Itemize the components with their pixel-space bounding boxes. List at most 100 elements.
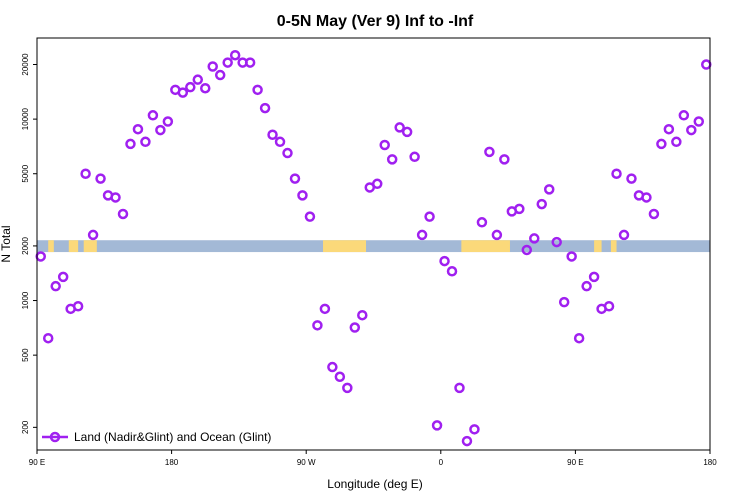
data-point — [454, 382, 465, 394]
data-point — [626, 173, 637, 184]
y-tick-label: 2000 — [21, 236, 30, 254]
data-point — [379, 139, 390, 151]
data-point — [543, 184, 555, 195]
data-point — [529, 233, 540, 244]
data-point — [259, 102, 271, 114]
data-point — [469, 424, 480, 435]
land-segment — [48, 240, 54, 253]
data-point — [192, 74, 204, 85]
x-axis-label: Longitude (deg E) — [327, 477, 422, 491]
x-tick-label: 90 E — [29, 458, 45, 467]
data-point — [603, 301, 615, 312]
data-point — [222, 57, 233, 68]
data-point — [125, 138, 136, 150]
x-axis: 90 E 180 90 W 0 90 E 180 — [29, 450, 717, 467]
data-point — [461, 435, 473, 447]
data-point — [648, 208, 660, 220]
chart-title: 0-5N May (Ver 9) Inf to -Inf — [277, 13, 474, 30]
data-point — [558, 296, 570, 308]
data-point — [566, 251, 577, 262]
data-point — [274, 136, 286, 148]
data-point — [521, 244, 533, 256]
data-point — [229, 49, 241, 61]
data-point — [50, 280, 61, 292]
data-point — [42, 332, 54, 344]
x-tick-label: 0 — [439, 458, 444, 467]
data-point — [416, 229, 428, 241]
data-point — [312, 320, 323, 331]
data-point — [282, 147, 293, 159]
land-segment — [68, 240, 79, 253]
data-point — [701, 59, 712, 70]
data-point — [514, 203, 525, 215]
data-point — [297, 190, 308, 201]
data-point — [155, 124, 166, 136]
data-point — [611, 168, 622, 179]
data-point — [140, 136, 151, 148]
legend: Land (Nadir&Glint) and Ocean (Glint) — [42, 430, 271, 444]
data-point — [618, 229, 630, 241]
data-point — [678, 110, 690, 121]
data-point — [656, 138, 667, 150]
data-point — [342, 382, 353, 394]
data-point — [431, 420, 443, 431]
x-tick-label: 180 — [703, 458, 717, 467]
land-segment — [594, 240, 602, 253]
y-tick-label: 5000 — [21, 164, 30, 182]
data-point — [319, 303, 331, 315]
data-point — [327, 361, 338, 373]
data-point — [117, 208, 129, 220]
data-point — [371, 178, 383, 190]
y-tick-label: 1000 — [21, 291, 30, 309]
data-point — [87, 229, 99, 241]
data-point — [386, 154, 398, 165]
legend-marker-swatch — [49, 431, 61, 443]
data-point — [484, 146, 495, 158]
x-tick-label: 180 — [165, 458, 179, 467]
data-point — [57, 271, 69, 283]
data-point — [401, 126, 413, 138]
data-point — [252, 84, 263, 96]
data-point — [80, 168, 91, 179]
data-point — [72, 301, 84, 312]
data-point — [244, 57, 256, 68]
y-tick-label: 10000 — [21, 107, 30, 130]
data-point — [394, 122, 405, 133]
data-point — [147, 110, 159, 121]
data-point — [35, 251, 46, 262]
data-point — [686, 124, 697, 136]
data-point — [499, 154, 510, 165]
data-point — [588, 271, 600, 283]
data-point — [357, 309, 368, 321]
land-segment — [610, 240, 617, 253]
y-axis-label: N Total — [0, 225, 13, 262]
data-point — [573, 332, 585, 344]
legend-entry-label: Land (Nadir&Glint) and Ocean (Glint) — [74, 430, 271, 444]
surface-type-strip — [37, 240, 710, 253]
data-point — [132, 123, 144, 135]
data-point — [289, 173, 301, 184]
x-tick-label: 90 E — [567, 458, 583, 467]
data-point — [424, 211, 435, 222]
data-point — [214, 69, 226, 81]
data-point — [536, 198, 547, 210]
data-point — [110, 192, 121, 203]
data-point — [304, 211, 316, 222]
data-point — [95, 173, 106, 184]
data-point — [491, 229, 503, 241]
land-segment — [323, 240, 367, 253]
y-tick-label: 500 — [21, 348, 30, 362]
y-tick-label: 20000 — [21, 53, 30, 76]
ocean-band — [37, 240, 710, 253]
land-segment — [83, 240, 97, 253]
data-point — [409, 151, 420, 163]
data-point — [663, 123, 675, 135]
data-point — [446, 266, 458, 277]
data-point — [671, 136, 682, 148]
land-segment — [461, 240, 510, 253]
data-point — [267, 129, 278, 141]
data-point — [200, 82, 211, 94]
data-point — [439, 255, 450, 267]
x-tick-label: 90 W — [297, 458, 316, 467]
